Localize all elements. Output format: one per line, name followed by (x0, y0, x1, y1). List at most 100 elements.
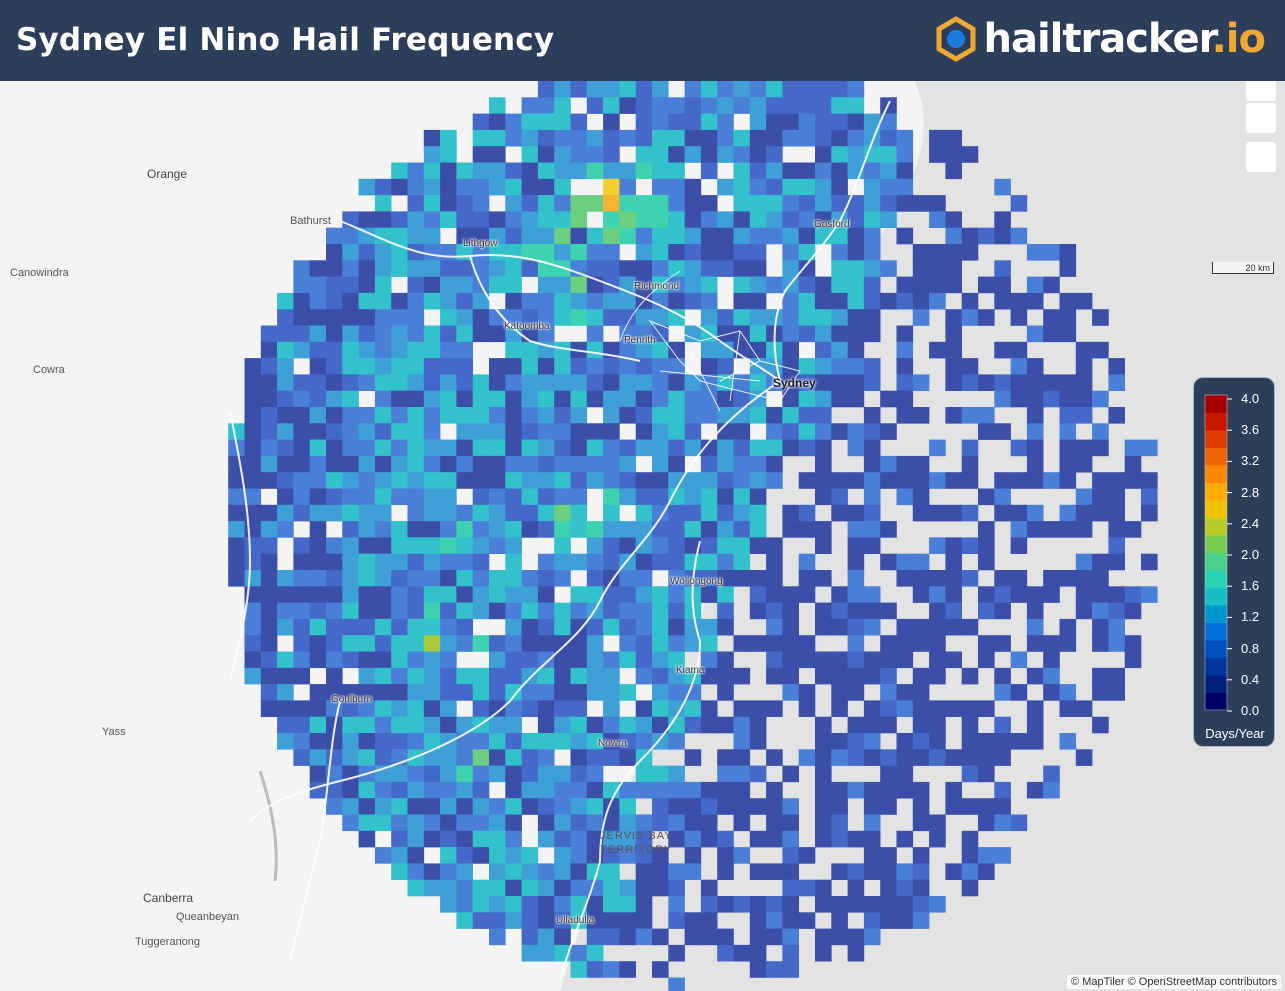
hail-cell (326, 227, 343, 245)
hail-cell (717, 488, 734, 506)
hail-cell (668, 700, 685, 717)
hail-cell (1108, 635, 1125, 652)
hail-cell (358, 227, 376, 245)
hail-cell (603, 390, 620, 408)
hail-cell (440, 553, 457, 571)
hail-cell (326, 309, 343, 326)
hail-cell (423, 178, 441, 196)
hail-cell (766, 113, 783, 131)
hail-cell (570, 455, 588, 473)
hail-cell (260, 390, 278, 408)
hail-cell (896, 390, 914, 408)
hail-cell (961, 439, 979, 457)
hail-cell (586, 521, 604, 538)
hail-cell (1092, 716, 1109, 734)
hail-cell (391, 292, 408, 310)
hail-cell (293, 537, 310, 554)
hail-cell (717, 618, 734, 636)
hail-cell (505, 423, 522, 440)
hail-cell (1026, 635, 1044, 652)
hail-cell (570, 162, 588, 180)
hail-cell (766, 472, 783, 489)
hail-cell (586, 635, 604, 652)
hail-cell (407, 309, 425, 326)
hail-cell (537, 81, 555, 98)
place-label-gosford: Gosford (814, 219, 850, 230)
hail-cell (945, 570, 962, 587)
hail-cell (505, 374, 522, 391)
hail-cell (358, 455, 376, 473)
hail-cell (798, 211, 816, 228)
hail-cell (863, 423, 881, 440)
hail-cell (489, 276, 506, 294)
hail-cell (831, 358, 848, 375)
hail-cell (1141, 472, 1158, 489)
zoom-in-button[interactable] (1246, 81, 1276, 101)
hail-cell (766, 439, 783, 457)
hail-cell (635, 439, 653, 457)
hail-cell (537, 439, 555, 457)
hail-cell (652, 390, 669, 408)
hail-cell (700, 455, 718, 473)
hail-cell (863, 407, 881, 424)
hail-cell (798, 407, 816, 424)
hail-cell (1059, 521, 1077, 538)
hail-cell (912, 455, 930, 473)
logo[interactable]: hailtracker.io (935, 14, 1266, 64)
reset-view-button[interactable] (1246, 142, 1276, 172)
hail-cell (896, 488, 914, 506)
place-label-goulburn: Goulburn (331, 694, 373, 705)
hail-cell (733, 553, 751, 571)
hail-cell (749, 227, 767, 245)
map-attribution[interactable]: © MapTiler © OpenStreetMap contributors (1067, 975, 1281, 989)
hail-cell (309, 358, 327, 375)
hail-cell (749, 81, 767, 98)
hail-cell (945, 227, 962, 245)
hail-cell (586, 553, 604, 571)
hail-cell (684, 407, 702, 424)
hail-cell (880, 472, 897, 489)
hail-cell (521, 390, 539, 408)
hail-cell (635, 146, 653, 163)
hail-cell (505, 439, 522, 457)
hail-cell (374, 358, 392, 375)
hail-cell (570, 81, 588, 98)
hail-cell (945, 276, 962, 294)
legend-label: 0.8 (1241, 640, 1260, 656)
hail-cell (733, 407, 751, 424)
hail-map[interactable]: Orange Bathurst Canowindra Cowra Yass Ca… (0, 81, 1285, 991)
hail-cell (749, 586, 767, 603)
hail-cell (440, 716, 457, 734)
hail-cell (652, 146, 669, 163)
zoom-out-button[interactable] (1246, 103, 1276, 133)
hail-cell (945, 504, 962, 522)
hail-cell (537, 618, 555, 636)
hail-cell (603, 146, 620, 163)
hail-cell (537, 635, 555, 652)
hail-cell (1075, 439, 1093, 457)
legend-color-step (1205, 517, 1227, 536)
hail-cell (293, 667, 310, 685)
hail-cell (782, 97, 799, 114)
hail-cell (374, 635, 392, 652)
hail-cell (391, 325, 408, 343)
hail-cell (652, 439, 669, 457)
hail-cell (717, 570, 734, 587)
hail-cell (717, 211, 734, 228)
legend-color-step (1205, 570, 1227, 588)
hail-cell (684, 146, 702, 163)
hail-cell (472, 602, 490, 620)
hail-cell (554, 618, 571, 636)
hail-cell (815, 358, 832, 375)
hail-cell (635, 537, 653, 554)
hail-cell (472, 504, 490, 522)
hail-cell (1075, 390, 1093, 408)
hail-cell (798, 244, 816, 261)
hail-cell (570, 390, 588, 408)
hail-cell (798, 227, 816, 245)
hail-cell (619, 358, 636, 375)
hail-cell (472, 227, 490, 245)
hail-cell (505, 488, 522, 506)
hail-cell (994, 276, 1011, 294)
hail-cell (586, 97, 604, 114)
